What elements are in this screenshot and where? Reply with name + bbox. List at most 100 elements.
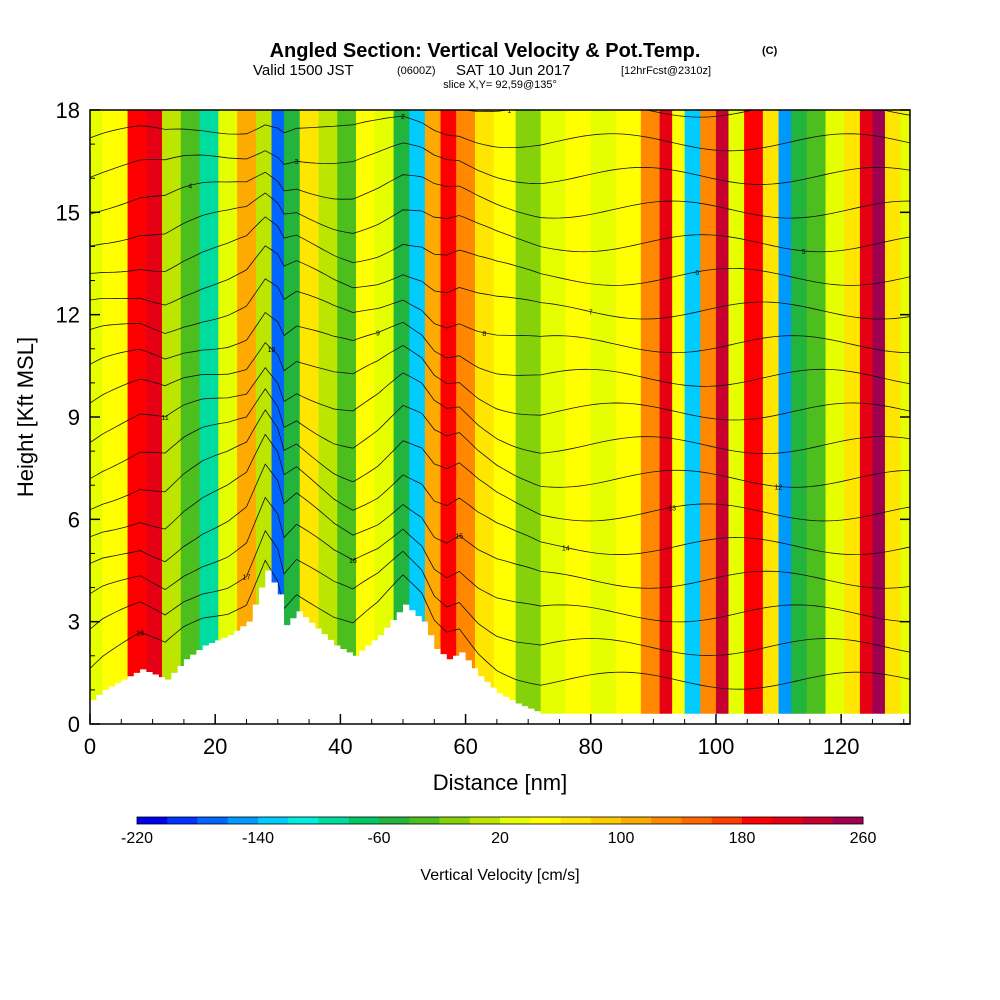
velocity-column <box>515 110 542 724</box>
contour-line <box>90 367 910 455</box>
colorbar-segment <box>409 817 440 824</box>
contour-line <box>90 529 910 656</box>
velocity-column <box>271 110 285 724</box>
colorbar-segment <box>772 817 803 824</box>
velocity-column <box>146 110 163 724</box>
velocity-column <box>424 110 442 724</box>
velocity-column <box>762 110 780 724</box>
x-tick-label: 40 <box>328 734 352 759</box>
velocity-column <box>884 110 902 724</box>
velocity-column <box>393 110 410 724</box>
contour-label: 14 <box>562 545 570 552</box>
colorbar-segment <box>137 817 168 824</box>
contour-line <box>90 245 910 320</box>
velocity-column <box>859 110 874 724</box>
contour-label: 11 <box>161 415 168 422</box>
contour-line <box>90 192 910 253</box>
colorbar-segment <box>711 817 743 824</box>
colorbar-tick-label: -60 <box>367 830 390 847</box>
x-axis-ticks: 0 20 40 60 80 100 120 <box>84 714 905 759</box>
contour-label: 7 <box>589 310 593 317</box>
colorbar-label: Vertical Velocity [cm/s] <box>420 867 579 884</box>
velocity-column <box>590 110 617 724</box>
velocity-column <box>318 110 338 724</box>
velocity-column <box>456 110 476 724</box>
x-tick-label: 120 <box>823 734 860 759</box>
slice-label: slice X,Y= 92,59@135° <box>443 79 557 91</box>
contour-label: 17 <box>243 575 251 582</box>
velocity-column <box>872 110 886 724</box>
velocity-column <box>565 110 592 724</box>
velocity-column <box>806 110 827 724</box>
velocity-column <box>715 110 730 724</box>
contour-line <box>90 216 910 286</box>
colorbar-segment <box>832 817 864 824</box>
velocity-column <box>284 110 301 724</box>
valid-prefix: Valid 1500 JST <box>253 62 354 79</box>
velocity-column <box>474 110 495 724</box>
colorbar-segment <box>167 817 198 824</box>
contour-label: 1 <box>507 108 511 115</box>
colorbar-segment <box>560 817 592 824</box>
velocity-column <box>825 110 845 724</box>
contour-label: 18 <box>136 630 144 637</box>
contour-line <box>90 142 910 185</box>
colorbar-segment <box>590 817 622 824</box>
x-tick-label: 100 <box>698 734 735 759</box>
velocity-column <box>161 110 182 724</box>
velocity-column <box>540 110 567 724</box>
contour-label: 13 <box>668 505 676 512</box>
chart-title-mark: (C) <box>762 45 778 57</box>
x-tick-label: 20 <box>203 734 227 759</box>
colorbar-segment <box>802 817 834 824</box>
contour-line <box>90 171 910 219</box>
contour-label: 3 <box>295 159 299 166</box>
y-tick-label: 9 <box>68 405 80 430</box>
colorbar-segment <box>651 817 682 824</box>
contour-label: 15 <box>455 534 463 541</box>
velocity-column <box>659 110 673 724</box>
velocity-column <box>102 110 129 724</box>
contour-line <box>90 341 910 421</box>
colorbar-segment <box>288 817 319 824</box>
colorbar-segment <box>530 817 561 824</box>
colorbar-tick-label: 180 <box>729 830 756 847</box>
valid-date: SAT 10 Jun 2017 <box>456 62 571 79</box>
velocity-column <box>778 110 792 724</box>
velocity-column <box>493 110 517 724</box>
contour-line <box>90 409 910 522</box>
potential-temperature-contours <box>90 110 910 690</box>
colorbar-tick-labels: -220 -140 -60 20 100 180 260 <box>121 830 876 847</box>
colorbar-tick-label: -220 <box>121 830 153 847</box>
colorbar-segment <box>348 817 380 824</box>
contour-label: 6 <box>695 270 699 277</box>
colorbar-segment <box>379 817 410 824</box>
terrain-profile <box>90 570 910 724</box>
colorbar <box>136 816 864 825</box>
forecast-label: [12hrFcst@2310z] <box>621 65 711 77</box>
velocity-column <box>409 110 426 724</box>
y-tick-label: 0 <box>68 712 80 737</box>
velocity-column <box>299 110 320 724</box>
velocity-column <box>640 110 661 724</box>
contour-line <box>90 388 910 488</box>
velocity-column <box>728 110 745 724</box>
y-axis-label: Height [Kft MSL] <box>13 337 38 497</box>
contour-label: 16 <box>349 558 357 565</box>
contour-line <box>463 110 910 118</box>
contour-line <box>90 463 910 589</box>
y-tick-label: 3 <box>68 610 80 635</box>
contour-line <box>90 496 910 623</box>
colorbar-segment <box>318 817 350 824</box>
colorbar-segment <box>621 817 652 824</box>
colorbar-segment <box>258 817 289 824</box>
velocity-column <box>127 110 147 724</box>
contour-line <box>90 311 910 387</box>
chart-title: Angled Section: Vertical Velocity & Pot.… <box>270 40 701 62</box>
velocity-column <box>337 110 357 724</box>
colorbar-segment <box>439 817 471 824</box>
velocity-column <box>791 110 808 724</box>
contour-label: 10 <box>268 347 276 354</box>
velocity-column <box>374 110 395 724</box>
